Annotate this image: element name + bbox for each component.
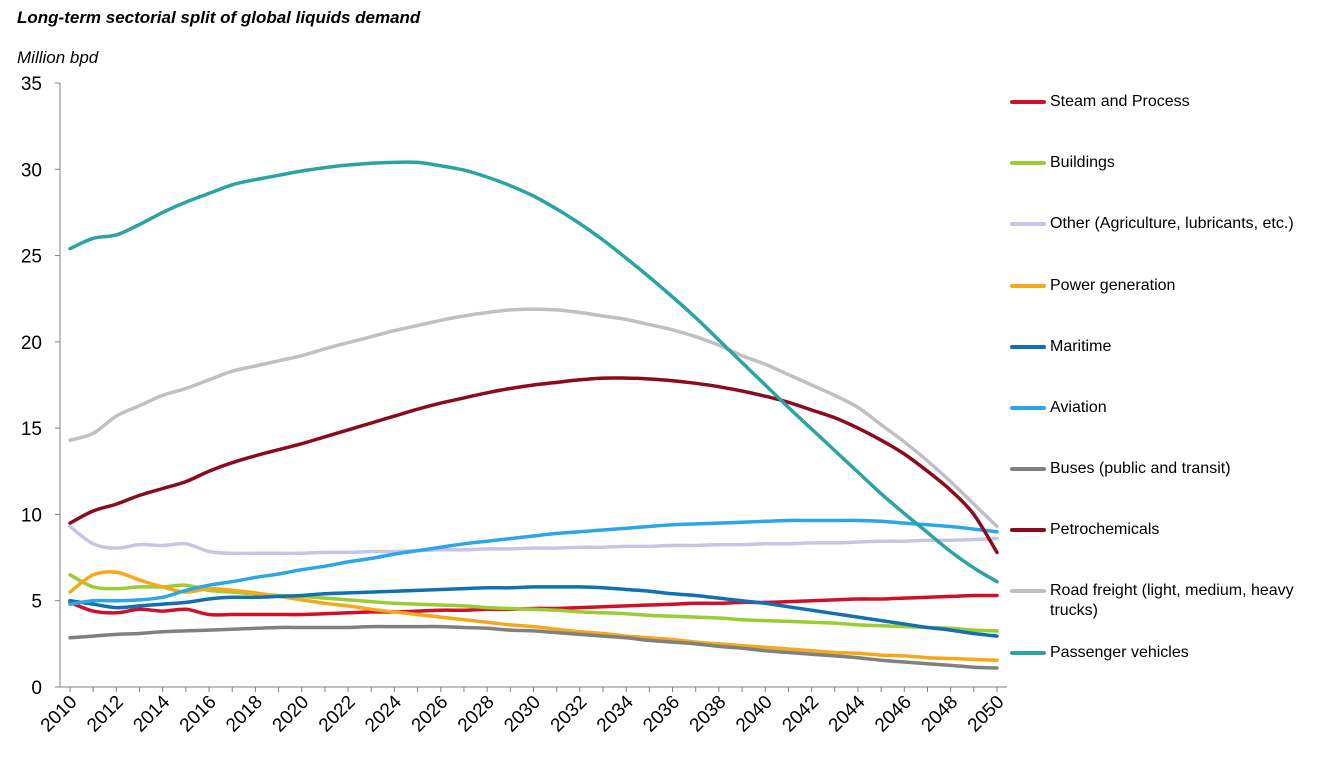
y-tick-label: 5 bbox=[31, 592, 42, 613]
legend-swatch bbox=[1010, 222, 1046, 226]
y-tick-label: 30 bbox=[21, 160, 42, 181]
y-tick-label: 35 bbox=[21, 74, 42, 95]
y-tick-label: 25 bbox=[21, 247, 42, 268]
legend-swatch bbox=[1010, 161, 1046, 165]
legend-swatch bbox=[1010, 651, 1046, 655]
legend-label: Maritime bbox=[1050, 338, 1112, 355]
x-tick-label: 2046 bbox=[871, 692, 916, 737]
legend-swatch bbox=[1010, 406, 1046, 410]
x-tick-label: 2022 bbox=[315, 692, 360, 737]
series-line-other-agriculture-lubricants-etc bbox=[68, 524, 999, 556]
legend: Steam and Process Buildings Other (Agricul… bbox=[1010, 0, 1310, 700]
x-tick-label: 2020 bbox=[269, 692, 314, 737]
x-tick-label: 2038 bbox=[686, 692, 731, 737]
legend-swatch bbox=[1010, 467, 1046, 471]
x-tick-label: 2048 bbox=[917, 692, 962, 737]
x-tick-label: 2030 bbox=[500, 692, 545, 737]
legend-swatch bbox=[1010, 284, 1046, 288]
series-line-maritime bbox=[68, 585, 999, 638]
legend-label: Power generation bbox=[1050, 277, 1176, 294]
y-tick-label: 0 bbox=[31, 678, 42, 699]
x-tick-label: 2018 bbox=[222, 692, 267, 737]
x-tick-label: 2050 bbox=[964, 692, 1009, 737]
legend-label: Buses (public and transit) bbox=[1050, 460, 1231, 477]
x-tick-label: 2042 bbox=[778, 692, 823, 737]
series-line-road-freight-light-medium-heavy-trucks bbox=[68, 307, 999, 529]
y-axis-unit-label: Million bpd bbox=[17, 48, 99, 67]
legend-swatch bbox=[1010, 100, 1046, 104]
legend-label: Petrochemicals bbox=[1050, 521, 1160, 538]
series-line-power-generation bbox=[68, 570, 999, 663]
series-line-petrochemicals bbox=[68, 376, 999, 555]
x-tick-label: 2034 bbox=[593, 691, 638, 736]
series-line-passenger-vehicles bbox=[68, 160, 999, 584]
y-tick-label: 15 bbox=[21, 419, 42, 440]
x-tick-label: 2044 bbox=[825, 691, 870, 736]
legend-label: Aviation bbox=[1050, 399, 1107, 416]
series-lines bbox=[68, 160, 999, 670]
legend-label: Passenger vehicles bbox=[1050, 644, 1189, 661]
series-line-buildings bbox=[68, 573, 999, 633]
legend-label: Other (Agriculture, lubricants, etc.) bbox=[1050, 215, 1294, 232]
legend-swatch bbox=[1010, 589, 1046, 593]
x-tick-label: 2028 bbox=[454, 692, 499, 737]
x-tick-label: 2014 bbox=[129, 691, 174, 736]
legend-label: Buildings bbox=[1050, 154, 1115, 171]
legend-swatch bbox=[1010, 528, 1046, 532]
legend-swatch bbox=[1010, 345, 1046, 349]
legend-label: Road freight (light, medium, heavy truck… bbox=[1050, 582, 1294, 619]
x-tick-label: 2036 bbox=[639, 692, 684, 737]
chart-title: Long-term sectorial split of global liqu… bbox=[17, 8, 421, 27]
legend-label: Steam and Process bbox=[1050, 93, 1190, 110]
y-tick-label: 20 bbox=[21, 333, 42, 354]
x-tick-label: 2026 bbox=[408, 692, 453, 737]
series-line-aviation bbox=[68, 518, 999, 606]
y-tick-label: 10 bbox=[21, 505, 42, 526]
series-line-buses-public-and-transit bbox=[68, 624, 999, 670]
x-tick-label: 2024 bbox=[361, 691, 406, 736]
x-tick-label: 2016 bbox=[176, 692, 221, 737]
x-tick-label: 2012 bbox=[83, 692, 128, 737]
x-tick-label: 2032 bbox=[547, 692, 592, 737]
x-tick-label: 2040 bbox=[732, 692, 777, 737]
x-tick-label: 2010 bbox=[37, 692, 82, 737]
